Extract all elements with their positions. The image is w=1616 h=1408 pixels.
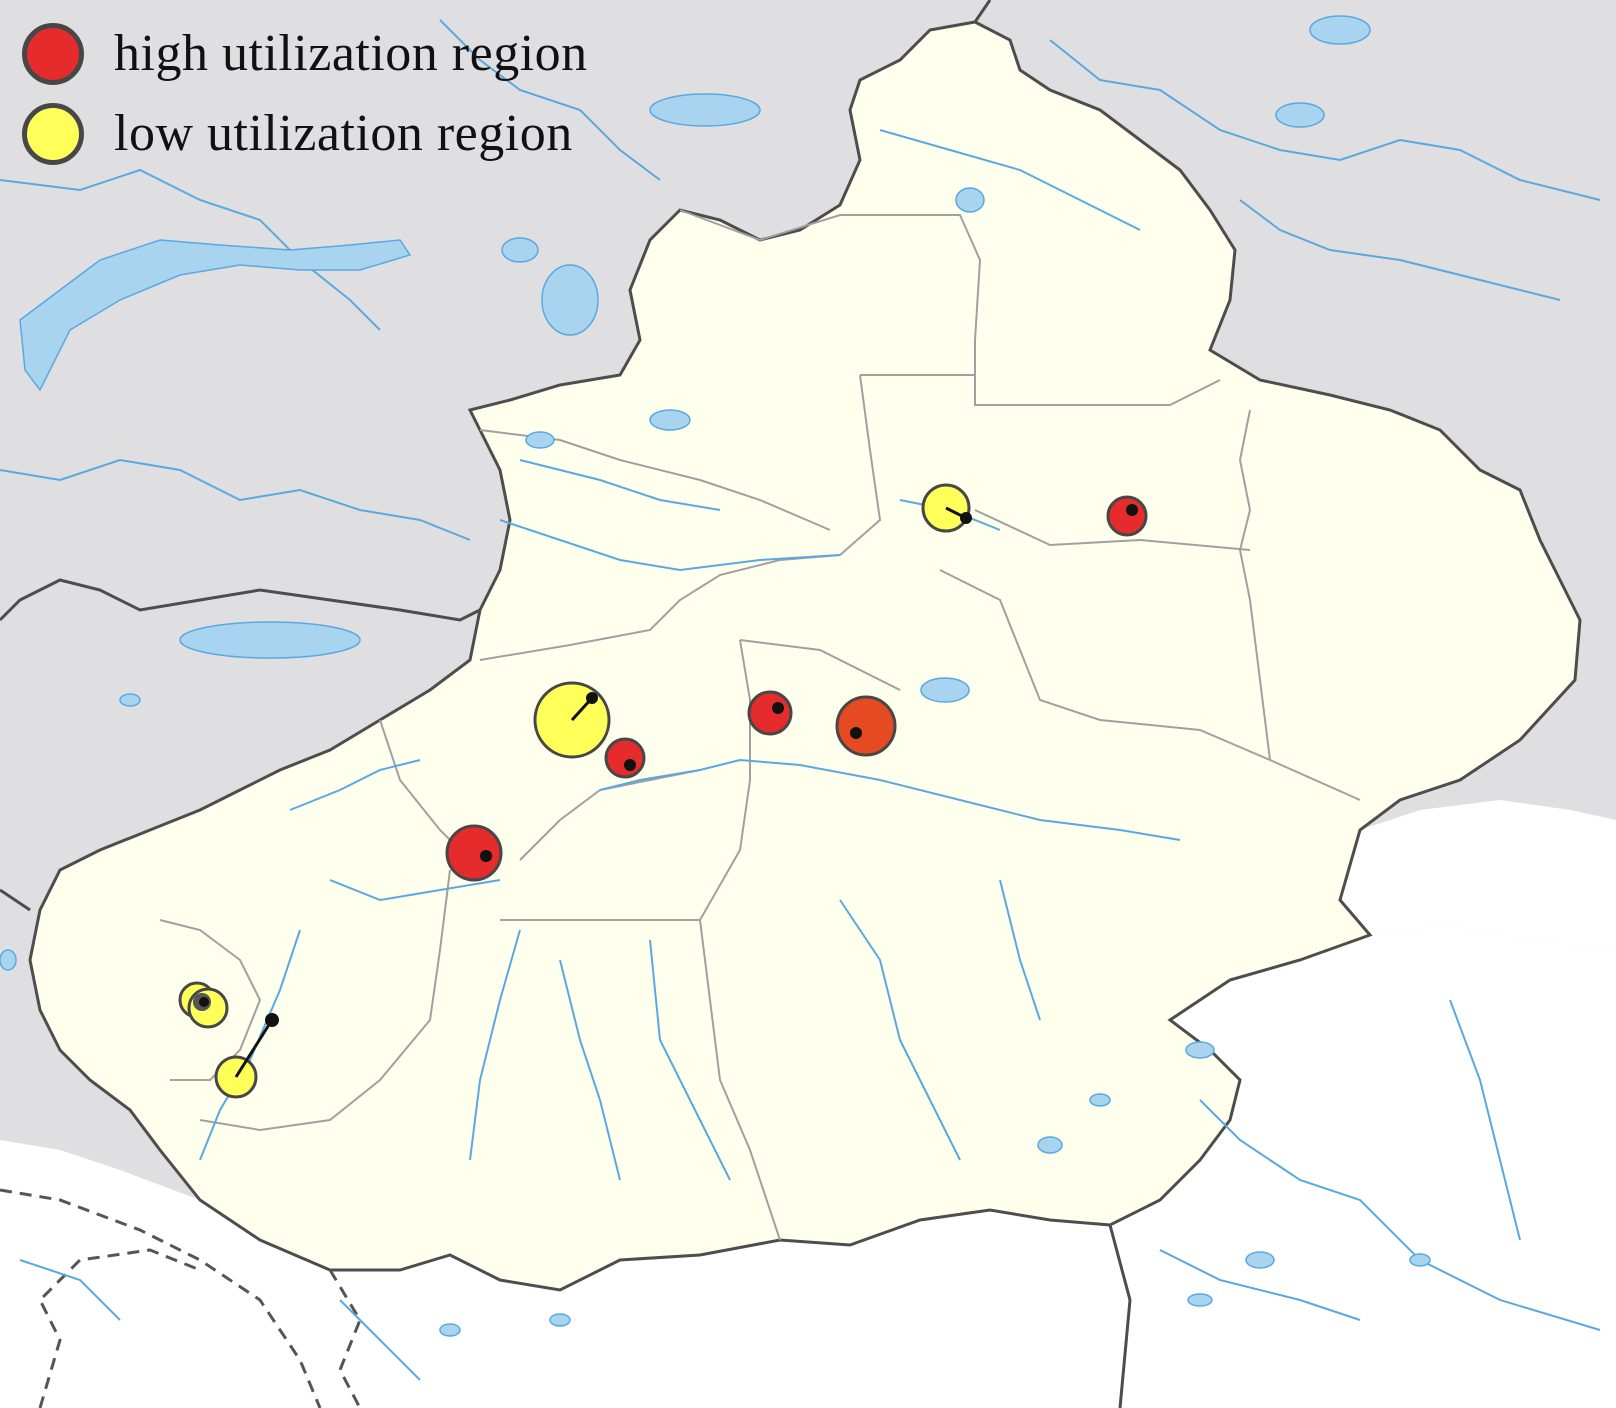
border-north xyxy=(973,0,992,23)
marker-south-west-low-2[interactable] xyxy=(214,1013,279,1099)
dashed-border-2 xyxy=(38,1248,201,1408)
marker-south-west-high[interactable] xyxy=(445,824,503,882)
legend: high utilization region low utilization … xyxy=(22,14,588,174)
marker-south-west-low-cluster[interactable] xyxy=(178,981,229,1029)
border-south-east xyxy=(1108,1224,1132,1408)
focus-region xyxy=(28,20,1582,1292)
legend-swatch-high xyxy=(22,23,84,85)
marker-central-high-3[interactable] xyxy=(835,695,897,757)
marker-north-east-high[interactable] xyxy=(1106,495,1148,537)
border-west-mid xyxy=(0,888,31,912)
marker-central-high-2[interactable] xyxy=(747,690,793,736)
rivers xyxy=(0,19,1601,1381)
marker-central-large-low[interactable] xyxy=(533,681,611,759)
legend-label-high: high utilization region xyxy=(114,25,588,82)
internal-boundaries xyxy=(159,209,1361,1241)
markers xyxy=(178,483,1148,1099)
legend-item-high: high utilization region xyxy=(22,14,588,94)
dashed-border-1 xyxy=(0,1188,322,1408)
neighbor-region-east xyxy=(1340,800,1616,950)
lakes xyxy=(0,15,1431,1337)
dashed-border-3 xyxy=(328,1269,362,1408)
marker-central-high-1[interactable] xyxy=(604,737,646,779)
legend-label-low: low utilization region xyxy=(114,105,573,162)
legend-swatch-low xyxy=(22,103,84,165)
border-west-upper xyxy=(0,578,481,622)
marker-north-low[interactable] xyxy=(921,483,972,533)
legend-item-low: low utilization region xyxy=(22,94,588,174)
